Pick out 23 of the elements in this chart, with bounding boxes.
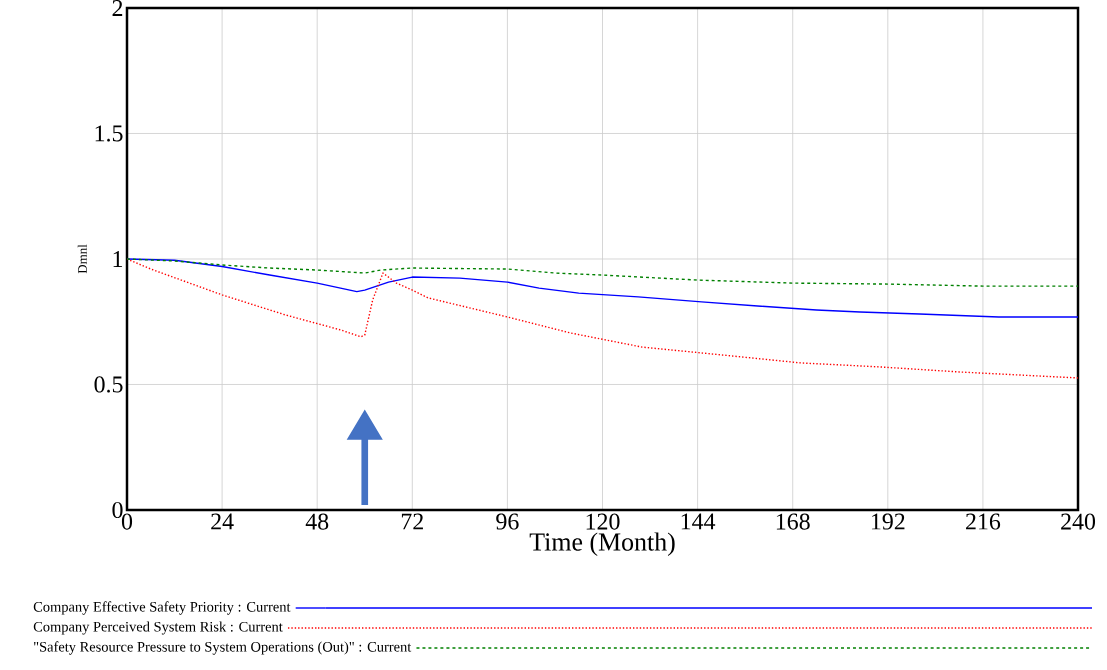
x-tick-label: 48 (305, 513, 329, 530)
y-tick-label: 0 (112, 501, 123, 519)
y-tick-label: 1 (113, 251, 123, 267)
legend-label: Company Effective Safety Priority : Current (33, 601, 291, 615)
x-tick-label: 96 (496, 513, 519, 530)
legend-label: "Safety Resource Pressure to System Operations (Out)" : Current (34, 641, 412, 655)
x-axis-title: Time (Month) (529, 532, 675, 556)
x-tick-label: 192 (871, 513, 905, 530)
x-tick-label: 144 (681, 513, 716, 530)
x-tick-label: 72 (401, 513, 423, 530)
y-tick-label: 2 (112, 0, 123, 16)
x-tick-label: 240 (1061, 513, 1096, 530)
x-tick-label: 24 (211, 513, 234, 530)
y-tick-label: 0.5 (94, 376, 123, 393)
line-series (127, 258, 1079, 318)
line-series (127, 258, 1079, 379)
x-tick-label: 168 (776, 513, 810, 530)
y-tick-label: 1.5 (95, 125, 123, 142)
legend-label: Company Perceived System Risk : Current (33, 621, 283, 635)
y-axis-title: Dmnl (77, 244, 87, 274)
x-tick-label: 120 (586, 513, 620, 530)
line-series (127, 258, 1079, 287)
x-tick-label: 216 (966, 513, 1001, 530)
